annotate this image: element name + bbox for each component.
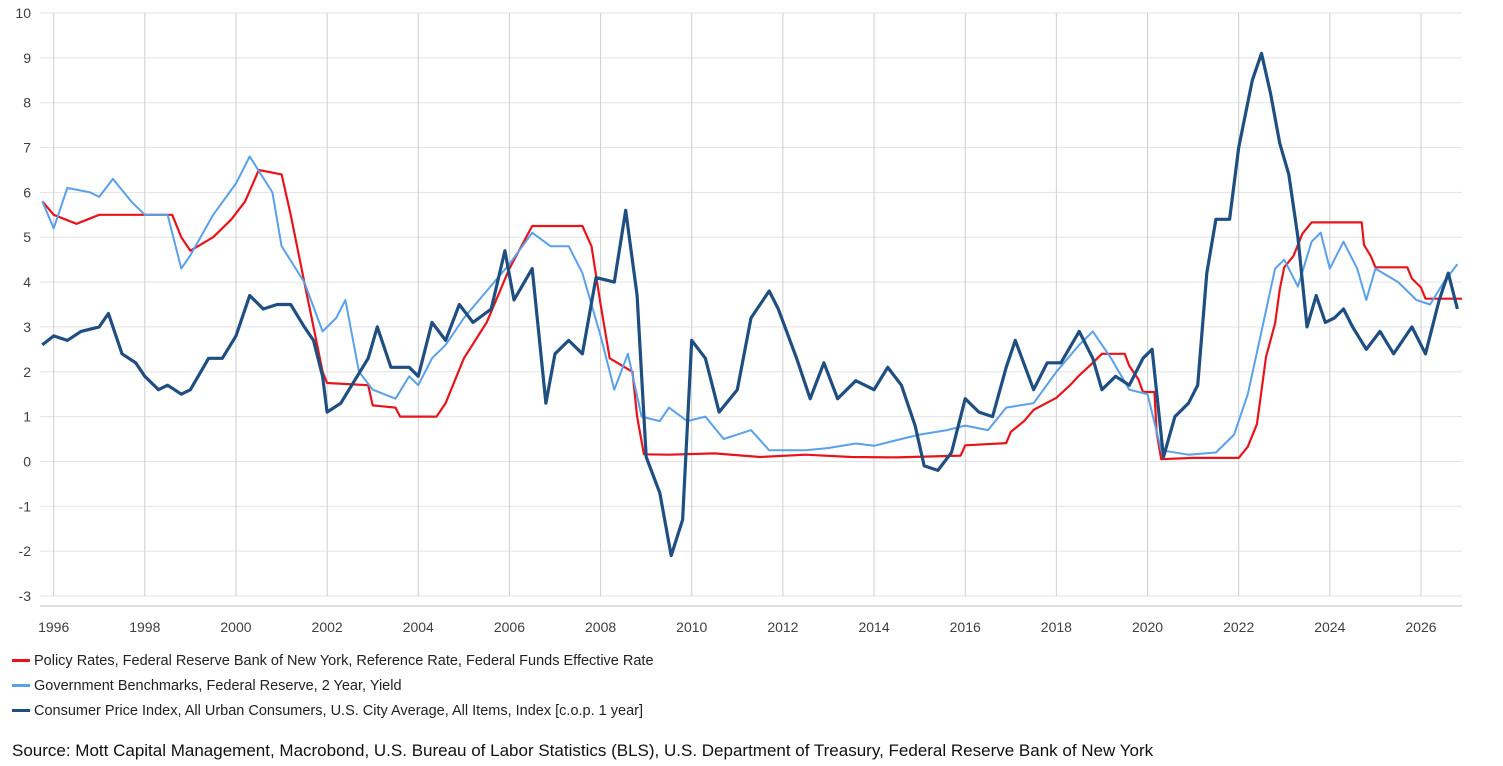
x-tick-label: 2012 xyxy=(767,619,798,635)
x-tick-label: 1998 xyxy=(129,619,160,635)
y-tick-label: 3 xyxy=(23,319,31,335)
x-tick-label: 2024 xyxy=(1314,619,1345,635)
x-tick-label: 2020 xyxy=(1132,619,1163,635)
y-tick-label: -2 xyxy=(19,543,32,559)
legend-label-cpi: Consumer Price Index, All Urban Consumer… xyxy=(34,702,643,719)
x-tick-label: 2000 xyxy=(220,619,251,635)
y-tick-label: 9 xyxy=(23,50,31,66)
legend-swatch-cpi xyxy=(12,709,30,712)
x-tick-label: 2014 xyxy=(858,619,889,635)
x-tick-label: 2022 xyxy=(1223,619,1254,635)
legend-label-2y-yield: Government Benchmarks, Federal Reserve, … xyxy=(34,677,402,694)
x-tick-label: 2006 xyxy=(494,619,525,635)
y-tick-label: 5 xyxy=(23,229,31,245)
legend-label-fed-funds: Policy Rates, Federal Reserve Bank of Ne… xyxy=(34,652,654,669)
source-note: Source: Mott Capital Management, Macrobo… xyxy=(12,741,1154,760)
legend-swatch-2y-yield xyxy=(12,684,30,687)
legend-swatch-fed-funds xyxy=(12,659,30,662)
series-line-fed-funds xyxy=(41,168,1462,461)
y-tick-label: 0 xyxy=(23,453,31,469)
line-chart: -3 -2 -1 0 1 2 3 4 5 6 7 8 9 10 1996 1998 2000 2002 2004 20… xyxy=(15,5,1462,635)
y-tick-label: 8 xyxy=(23,95,31,111)
legend-item-2y-yield: Government Benchmarks, Federal Reserve, … xyxy=(12,673,654,698)
y-tick-label: -3 xyxy=(19,588,32,604)
x-tick-label: 2004 xyxy=(403,619,434,635)
y-tick-label: 4 xyxy=(23,274,31,290)
x-tick-label: 2010 xyxy=(676,619,707,635)
legend-item-cpi: Consumer Price Index, All Urban Consumer… xyxy=(12,698,654,723)
y-tick-label: 2 xyxy=(23,364,31,380)
legend-item-fed-funds: Policy Rates, Federal Reserve Bank of Ne… xyxy=(12,648,654,673)
y-tick-label: -1 xyxy=(19,498,32,514)
series-line-2y-yield xyxy=(41,155,1459,456)
y-tick-label: 6 xyxy=(23,184,31,200)
x-tick-label: 2026 xyxy=(1405,619,1436,635)
x-tick-label: 2018 xyxy=(1041,619,1072,635)
x-tick-label: 2002 xyxy=(312,619,343,635)
legend: Policy Rates, Federal Reserve Bank of Ne… xyxy=(12,648,654,723)
series-line-cpi xyxy=(41,51,1459,558)
x-tick-label: 2008 xyxy=(585,619,616,635)
y-tick-label: 10 xyxy=(15,5,31,21)
y-tick-label: 7 xyxy=(23,140,31,156)
y-tick-label: 1 xyxy=(23,409,31,425)
x-tick-label: 2016 xyxy=(950,619,981,635)
x-tick-label: 1996 xyxy=(38,619,69,635)
